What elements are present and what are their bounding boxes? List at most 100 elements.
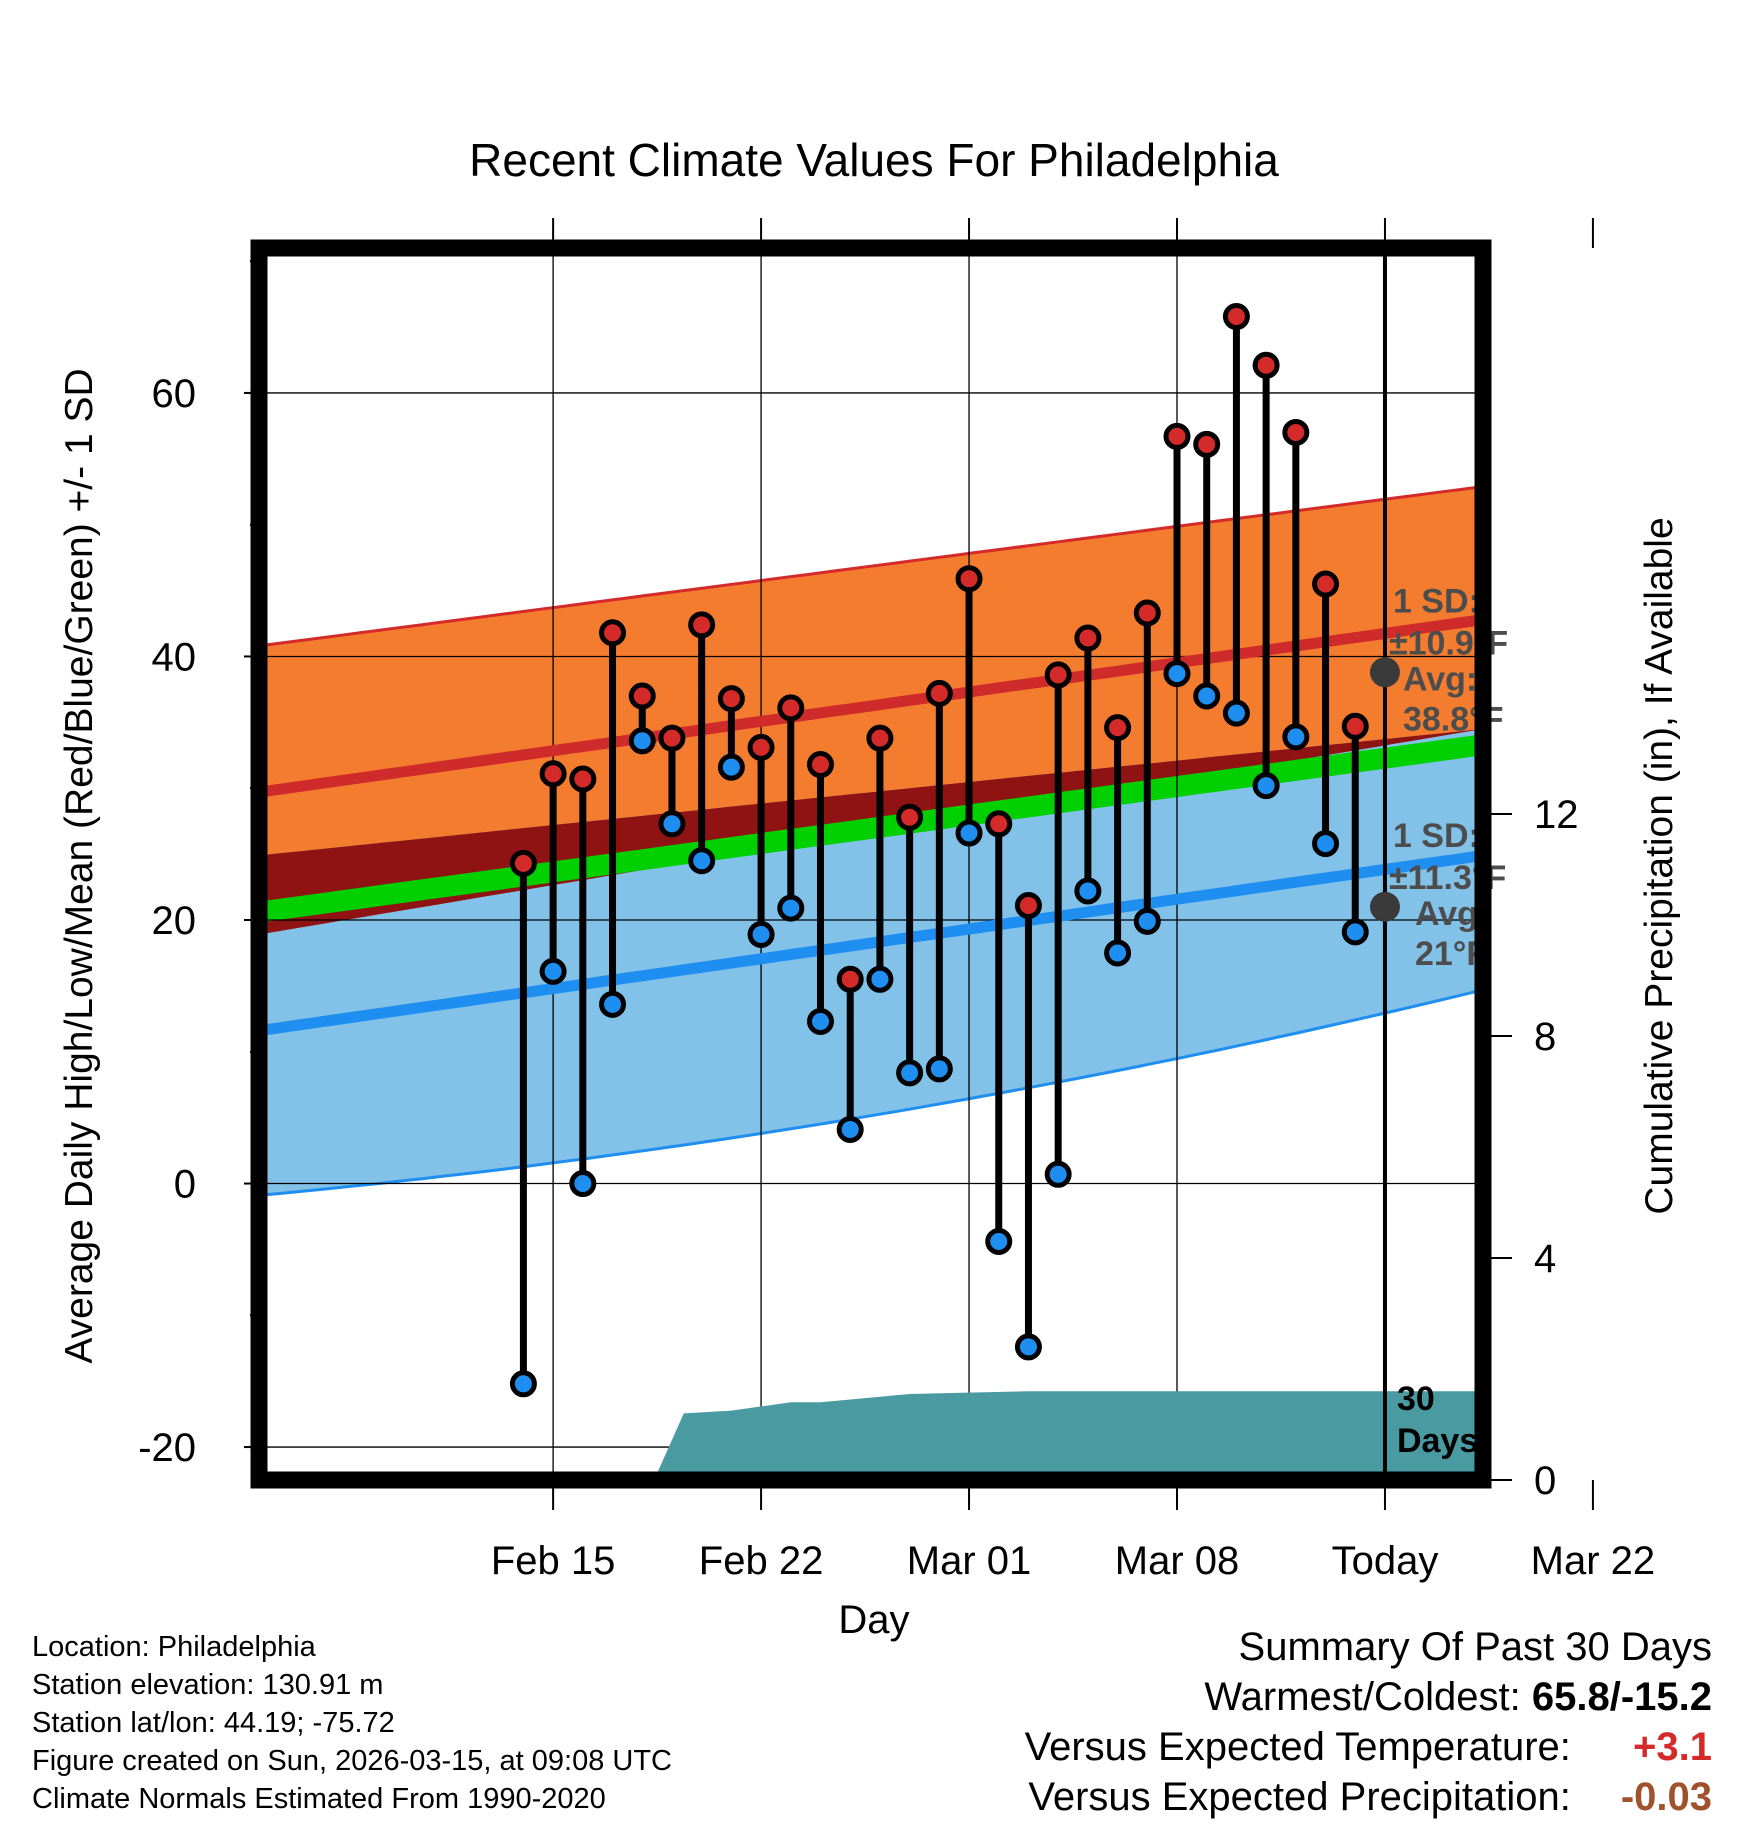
low-temp-point bbox=[569, 1170, 597, 1198]
y2-tick-label: 12 bbox=[1534, 793, 1579, 837]
high-temp-point bbox=[628, 682, 656, 710]
x-tick-label: Mar 22 bbox=[1531, 1539, 1656, 1583]
temp-row: Versus Expected Temperature: +3.1 bbox=[1025, 1722, 1712, 1772]
y-tick-label: 20 bbox=[152, 899, 197, 943]
high-avg-marker bbox=[1369, 657, 1400, 688]
y2-axis-label: Cumulative Precipitation (in), If Availa… bbox=[1638, 517, 1681, 1214]
high-temp-point bbox=[1312, 570, 1340, 598]
y2-tick-label: 8 bbox=[1534, 1015, 1556, 1059]
x-axis-label: Day bbox=[838, 1598, 909, 1642]
low-temp-point bbox=[599, 990, 627, 1018]
low-sd-label: 1 SD: bbox=[1393, 817, 1480, 855]
high-temp-point bbox=[1074, 624, 1102, 652]
high-temp-point bbox=[1193, 430, 1221, 458]
x-tick-label: Today bbox=[1332, 1539, 1439, 1583]
y-tick-label: 40 bbox=[152, 635, 197, 679]
low-temp-point bbox=[1222, 699, 1250, 727]
high-temp-point bbox=[747, 733, 775, 761]
normals-text: Climate Normals Estimated From 1990-2020 bbox=[32, 1783, 606, 1815]
warm-cold-row: Warmest/Coldest: 65.8/-15.2 bbox=[1025, 1672, 1712, 1722]
high-temp-point bbox=[836, 965, 864, 993]
high-temp-point bbox=[1104, 714, 1132, 742]
high-temp-point bbox=[539, 760, 567, 788]
low-temp-point bbox=[1014, 1333, 1042, 1361]
high-sd-upper-edge bbox=[259, 485, 1483, 648]
low-temp-point bbox=[1163, 660, 1191, 688]
temp-value: +3.1 bbox=[1633, 1725, 1712, 1769]
x-tick-label: Mar 08 bbox=[1115, 1539, 1240, 1583]
high-temp-point bbox=[658, 724, 686, 752]
precip-area bbox=[493, 1391, 1483, 1480]
low-temp-point bbox=[688, 847, 716, 875]
high-temp-point bbox=[1252, 351, 1280, 379]
warm-cold-label: Warmest/Coldest: bbox=[1204, 1675, 1521, 1719]
high-avg-label: Avg: bbox=[1403, 660, 1477, 698]
high-sd-label: 1 SD: bbox=[1393, 582, 1480, 620]
summary-title: Summary Of Past 30 Days bbox=[1238, 1625, 1712, 1669]
low-temp-point bbox=[1282, 723, 1310, 751]
high-temp-point bbox=[717, 685, 745, 713]
low-sd-lower-edge bbox=[259, 988, 1483, 1197]
y-tick-label: 0 bbox=[174, 1163, 196, 1207]
station-info: Location: Philadelphia Station elevation… bbox=[32, 1628, 672, 1818]
low-temp-point bbox=[658, 810, 686, 838]
created-text: Figure created on Sun, 2026-03-15, at 09… bbox=[32, 1745, 672, 1777]
precip-row: Versus Expected Precipitation: -0.03 bbox=[1025, 1772, 1712, 1822]
chart-title: Recent Climate Values For Philadelphia bbox=[469, 134, 1279, 186]
high-temp-point bbox=[777, 694, 805, 722]
low-temp-point bbox=[509, 1370, 537, 1398]
high-temp-point bbox=[806, 751, 834, 779]
summary-panel: Summary Of Past 30 Days Warmest/Coldest:… bbox=[1025, 1622, 1712, 1822]
high-temp-point bbox=[509, 849, 537, 877]
precip-value: -0.03 bbox=[1620, 1775, 1712, 1819]
y-axis-label: Average Daily High/Low/Mean (Red/Blue/Gr… bbox=[58, 368, 101, 1363]
high-temp-point bbox=[1163, 422, 1191, 450]
elevation-text: Station elevation: 130.91 m bbox=[32, 1669, 384, 1701]
high-temp-point bbox=[688, 611, 716, 639]
low-temp-point bbox=[1312, 830, 1340, 858]
high-temp-point bbox=[1341, 712, 1369, 740]
y2-tick-label: 4 bbox=[1534, 1237, 1556, 1281]
normal-high-line bbox=[259, 614, 1483, 798]
y-tick-label: -20 bbox=[138, 1426, 196, 1470]
low-temp-point bbox=[717, 753, 745, 781]
high-temp-point bbox=[896, 803, 924, 831]
window-unit-label: Days bbox=[1397, 1422, 1478, 1460]
high-temp-point bbox=[955, 565, 983, 593]
low-temp-point bbox=[925, 1055, 953, 1083]
low-temp-point bbox=[955, 819, 983, 847]
high-temp-point bbox=[925, 679, 953, 707]
low-temp-point bbox=[628, 727, 656, 755]
low-temp-point bbox=[896, 1059, 924, 1087]
location-text: Location: Philadelphia bbox=[32, 1631, 316, 1663]
high-temp-point bbox=[1282, 418, 1310, 446]
high-temp-point bbox=[1133, 599, 1161, 627]
precip-label: Versus Expected Precipitation: bbox=[1028, 1775, 1571, 1819]
high-temp-point bbox=[569, 765, 597, 793]
x-tick-label: Mar 01 bbox=[907, 1539, 1032, 1583]
low-temp-point bbox=[777, 894, 805, 922]
high-temp-point bbox=[985, 810, 1013, 838]
low-temp-point bbox=[1193, 682, 1221, 710]
low-temp-point bbox=[836, 1116, 864, 1144]
low-temp-point bbox=[1252, 772, 1280, 800]
latlon-text: Station lat/lon: 44.19; -75.72 bbox=[32, 1707, 395, 1739]
warm-cold-value: 65.8/-15.2 bbox=[1531, 1675, 1712, 1719]
low-temp-point bbox=[539, 957, 567, 985]
temp-label: Versus Expected Temperature: bbox=[1024, 1725, 1571, 1769]
x-tick-label: Feb 15 bbox=[491, 1539, 616, 1583]
plot-frame bbox=[250, 239, 1492, 1489]
low-temp-point bbox=[1341, 918, 1369, 946]
low-temp-point bbox=[1104, 939, 1132, 967]
low-temp-point bbox=[866, 965, 894, 993]
high-temp-point bbox=[1014, 892, 1042, 920]
low-avg-marker bbox=[1369, 891, 1400, 922]
low-temp-point bbox=[1044, 1160, 1072, 1188]
normal-low-line bbox=[259, 849, 1483, 1037]
low-temp-point bbox=[1074, 877, 1102, 905]
low-temp-point bbox=[985, 1228, 1013, 1256]
low-temp-point bbox=[806, 1007, 834, 1035]
high-temp-point bbox=[1044, 661, 1072, 689]
y-tick-label: 60 bbox=[152, 372, 197, 416]
